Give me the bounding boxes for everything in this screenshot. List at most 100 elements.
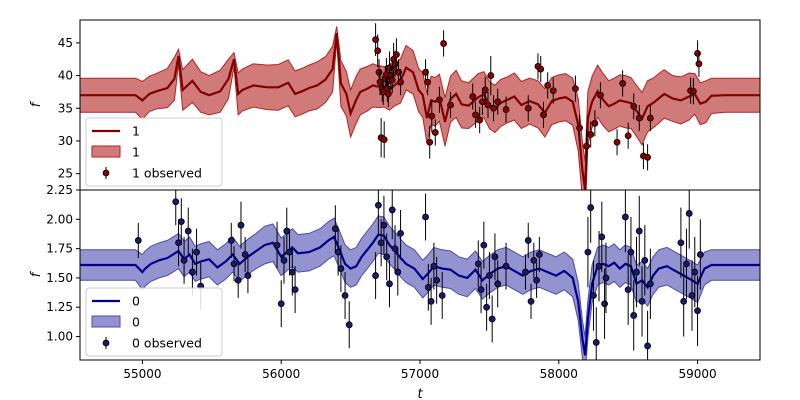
top-observed-point <box>549 87 557 95</box>
top-observed-point <box>481 86 489 94</box>
top-observed-point <box>447 101 454 109</box>
bottom-observed-point <box>175 239 182 247</box>
bottom-observed-point <box>286 248 293 256</box>
bottom-y-tick-label: 2.00 <box>46 212 73 226</box>
bottom-observed-point <box>244 272 252 279</box>
bottom-observed-point <box>527 297 535 305</box>
bottom-observed-point <box>641 256 649 264</box>
top-observed-point <box>397 78 404 86</box>
top-legend-label: 1 observed <box>132 166 202 181</box>
top-observed-point <box>613 138 621 146</box>
bottom-x-tick-label: 56000 <box>262 367 300 381</box>
bottom-observed-point <box>172 198 180 206</box>
bottom-observed-point <box>533 276 540 284</box>
top-legend: 1 1 1 observed <box>85 117 223 187</box>
bottom-x-tick-label: 58000 <box>540 367 578 381</box>
bottom-y-tick-label: 1.25 <box>46 300 73 314</box>
bottom-observed-point <box>480 241 488 249</box>
bottom-observed-point <box>644 342 651 350</box>
top-observed-point <box>587 131 595 138</box>
bottom-observed-point <box>383 253 391 261</box>
bottom-observed-point <box>372 272 379 279</box>
bottom-observed-point <box>241 251 249 258</box>
bottom-observed-point <box>394 268 402 276</box>
bottom-observed-point <box>234 276 242 284</box>
top-observed-point <box>393 51 400 59</box>
top-y-tick-label: 35 <box>58 101 73 115</box>
bottom-observed-point <box>694 307 701 315</box>
bottom-observed-point <box>345 321 353 329</box>
bottom-observed-point <box>380 221 388 229</box>
bottom-legend-label: 0 observed <box>132 336 202 351</box>
bottom-observed-point <box>601 300 608 308</box>
bottom-observed-point <box>177 218 185 226</box>
bottom-legend-box <box>85 287 223 357</box>
top-observed-point <box>540 111 547 119</box>
bottom-observed-point <box>638 297 646 305</box>
top-legend-band-swatch <box>91 145 121 158</box>
bottom-observed-point <box>485 272 493 279</box>
bottom-y-tick-label: 1.50 <box>46 271 73 285</box>
top-observed-point <box>694 49 701 57</box>
bottom-legend-label: 0 <box>132 315 140 330</box>
bottom-y-tick-label: 2.25 <box>46 183 73 197</box>
bottom-observed-point <box>685 210 693 217</box>
top-y-tick-label: 45 <box>58 36 73 50</box>
bottom-legend-band-swatch <box>91 315 121 328</box>
bottom-observed-point <box>627 248 635 256</box>
top-observed-point <box>424 78 432 86</box>
bottom-observed-point <box>424 283 432 291</box>
top-observed-point <box>426 138 434 146</box>
bottom-observed-point <box>277 300 285 308</box>
x-axis-label: t <box>417 387 423 400</box>
top-observed-point <box>391 60 399 68</box>
top-y-tick-label: 30 <box>58 134 73 148</box>
bottom-observed-point <box>477 286 485 294</box>
bottom-model-line <box>80 233 760 356</box>
bottom-observed-point <box>680 297 688 305</box>
bottom-y-tick-label: 1.75 <box>46 242 73 256</box>
top-observed-point <box>428 112 436 120</box>
bottom-observed-point <box>677 239 685 247</box>
top-observed-point <box>644 153 651 161</box>
bottom-observed-point <box>337 265 345 272</box>
bottom-observed-point <box>433 276 441 284</box>
bottom-confidence-band <box>80 215 760 360</box>
top-observed-point <box>386 64 393 72</box>
bottom-observed-point <box>584 248 592 256</box>
bottom-observed-point <box>288 268 296 276</box>
top-observed-point <box>572 85 579 93</box>
top-observed-point <box>597 91 604 99</box>
bottom-observed-point <box>331 225 339 233</box>
bottom-observed-point <box>237 221 245 229</box>
top-observed-point <box>591 119 599 127</box>
bottom-observed-point <box>438 292 446 299</box>
bottom-ylabel: f <box>29 270 44 277</box>
top-observed-point <box>440 40 447 47</box>
bottom-observed-point <box>624 286 632 294</box>
bottom-observed-point <box>291 286 299 294</box>
bottom-observed-point <box>633 268 640 276</box>
top-observed-point <box>624 132 632 140</box>
bottom-panel: 1.00 1.25 1.50 1.75 2.00 2.25 55000 56000 57000 5… <box>46 183 761 381</box>
bottom-observed-point <box>621 213 629 221</box>
bottom-observed-point <box>590 292 597 299</box>
top-observed-point <box>384 90 392 98</box>
top-observed-point <box>472 111 479 119</box>
top-observed-point <box>646 114 654 122</box>
bottom-observed-point <box>524 237 532 244</box>
bottom-observed-point <box>630 312 638 319</box>
top-observed-point <box>479 98 486 106</box>
bottom-observed-point <box>341 292 349 299</box>
top-observed-point <box>490 104 497 112</box>
top-observed-point <box>484 101 492 109</box>
bottom-observed-point <box>683 260 690 268</box>
top-observed-point <box>537 65 545 73</box>
bottom-observed-point <box>494 280 502 288</box>
bottom-observed-point <box>377 239 385 247</box>
top-y-tick-label: 40 <box>58 69 73 83</box>
bottom-observed-point <box>180 256 188 264</box>
bottom-observed-point <box>193 248 200 256</box>
top-observed-point <box>635 114 643 122</box>
bottom-legend-label: 0 <box>132 294 140 309</box>
